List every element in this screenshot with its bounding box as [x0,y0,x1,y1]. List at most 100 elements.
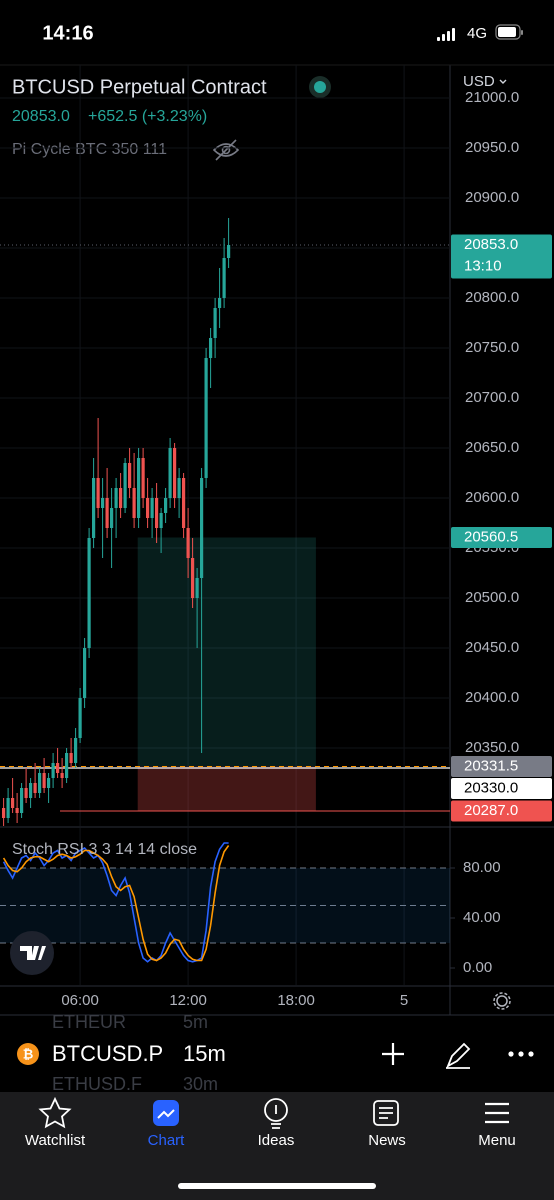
candle-body [74,738,78,763]
x-tick-label: 5 [400,992,408,1009]
menu-icon[interactable] [485,1102,509,1124]
settings-icon[interactable] [493,992,511,1010]
stoch-pane [0,828,450,985]
candle-body [105,498,109,528]
add-button[interactable] [382,1043,404,1065]
price-label-countdown: 13:10 [464,257,502,274]
y-tick-label: 80.00 [463,859,501,876]
candle-body [141,458,145,498]
faded-interval: 5m [183,1012,208,1032]
tab-label[interactable]: Ideas [258,1132,295,1149]
candle-body [29,783,33,798]
y-tick-label: 20350.0 [465,739,519,756]
news-icon[interactable] [373,1100,399,1126]
price-label-bg [451,527,552,548]
y-tick-label: 20950.0 [465,139,519,156]
y-tick-label: 20500.0 [465,589,519,606]
y-tick-label: 20400.0 [465,689,519,706]
candle-body [96,478,100,508]
last-price: 20853.0 [12,108,70,125]
tab-label[interactable]: Watchlist [25,1132,86,1149]
more-button[interactable] [508,1051,534,1057]
price-label-bg [451,778,552,799]
candle-body [1,808,6,818]
draw-button[interactable] [446,1042,471,1069]
price-label: 20330.0 [464,779,518,796]
y-tick-label: 20450.0 [465,639,519,656]
tab-label[interactable]: News [368,1132,406,1149]
x-tick-label: 18:00 [277,992,315,1009]
y-tick-label: 20750.0 [465,339,519,356]
candle-body [132,488,136,518]
y-tick-label: 20800.0 [465,289,519,306]
y-tick-label: 20650.0 [465,439,519,456]
candle-body [65,753,69,778]
candle-body [164,498,168,513]
candle-body [114,488,118,508]
x-tick-label: 12:00 [169,992,207,1009]
candle-body [51,763,55,778]
y-tick-label: 21000.0 [465,89,519,106]
candle-body [177,478,181,498]
watchlist-icon[interactable] [38,1096,72,1129]
candle-body [218,298,222,308]
candle-body [209,338,213,358]
candle-body [47,778,51,788]
tv-logo-mark [20,946,46,960]
candle-body [78,698,82,738]
y-tick-label: 20600.0 [465,489,519,506]
hidden-eye-icon[interactable] [212,139,240,161]
price-label: 20853.0 [464,236,518,253]
candle-body [42,773,46,788]
profit-zone [137,537,316,767]
faded-symbol: ETHEUR [52,1012,126,1032]
currency-caret[interactable] [499,79,507,84]
y-tick-label: 40.00 [463,909,501,926]
tab-label[interactable]: Menu [478,1132,516,1149]
currency[interactable]: USD [463,73,495,90]
toolbar-symbol[interactable]: BTCUSD.P [52,1041,163,1066]
currency-bg [451,66,554,92]
candle-body [128,463,132,488]
price-label-bg [451,800,552,822]
candle-body [101,498,105,508]
price-label-bg [451,234,552,279]
candle-body [227,245,231,258]
faded-interval: 30m [183,1074,218,1094]
main-pane [0,65,450,826]
candle-body [38,773,42,793]
candle-body [182,478,186,528]
chart-icon-line [157,1109,175,1119]
candle-body [110,508,114,528]
faded-symbol: ETHUSD.F [52,1074,142,1094]
candle-body [24,788,28,798]
stoch-line [2,845,230,962]
ideas-icon[interactable] [264,1098,288,1129]
candle-body [222,258,226,298]
candle-body [83,648,87,698]
y-tick-label: 20900.0 [465,189,519,206]
candle-body [173,448,177,498]
loss-zone [137,766,316,811]
candle-body [15,808,19,813]
x-tick-label: 06:00 [61,992,99,1009]
candle-body [92,478,96,538]
tab-label[interactable]: Chart [148,1132,186,1149]
candle-body [11,798,15,808]
toolbar-interval[interactable]: 15m [183,1041,226,1066]
status-dot [314,81,326,93]
candle-body [87,538,91,648]
axes: 21000.020950.020900.020850.020800.020750… [61,89,552,1009]
candle-body [56,763,60,773]
candle-body [69,753,73,763]
battery-icon [495,24,523,40]
tab-bar [0,1092,554,1200]
price-label-bg [451,756,552,777]
candle-body [186,528,190,558]
bitcoin-icon [17,1043,39,1065]
price-label: 20287.0 [464,802,518,819]
candle-body [150,498,154,518]
candle-body [60,773,64,778]
